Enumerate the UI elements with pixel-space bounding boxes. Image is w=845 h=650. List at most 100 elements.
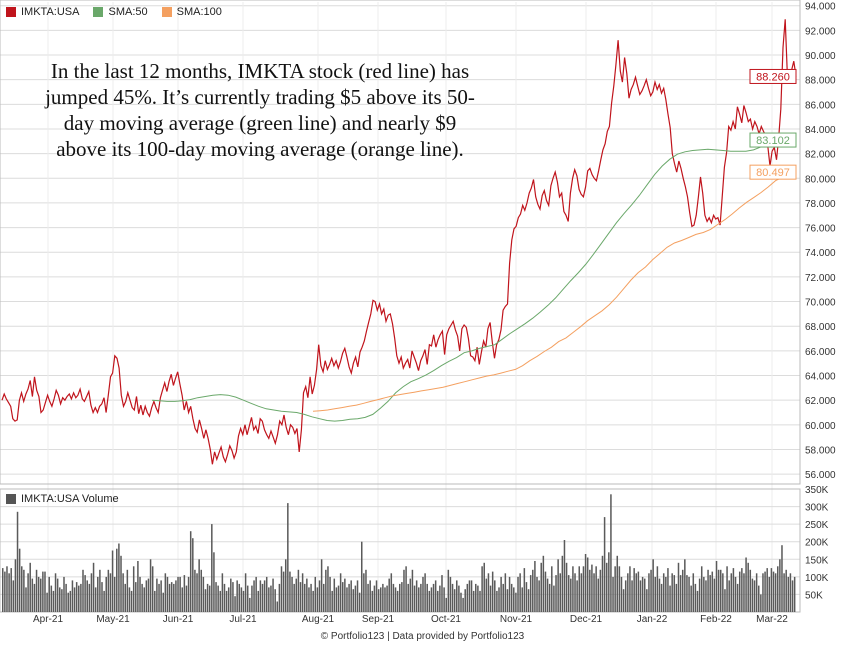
volume-bar (371, 590, 374, 612)
volume-bar (639, 580, 642, 612)
volume-bar (468, 580, 471, 612)
volume-bar (736, 583, 739, 612)
volume-bar (635, 573, 638, 612)
volume-bar (563, 540, 566, 612)
volume-bar (221, 573, 224, 612)
volume-bar (460, 592, 462, 612)
volume-bar (510, 583, 513, 612)
volume-bar (168, 583, 171, 612)
volume-bar (352, 589, 355, 612)
volume-bar (576, 580, 578, 612)
volume-bar (781, 545, 783, 612)
volume-bar (18, 548, 21, 612)
volume-bar (86, 580, 88, 612)
volume-bar (377, 589, 380, 612)
legend-item-sma100[interactable]: SMA:100 (161, 6, 222, 18)
volume-bar (538, 580, 540, 612)
price-y-tick-label: 58.000 (805, 445, 836, 456)
volume-bar (107, 569, 110, 612)
volume-bar (295, 578, 298, 612)
volume-bar (242, 590, 245, 612)
volume-bar (637, 571, 640, 612)
volume-bar (770, 568, 773, 612)
volume-bar (734, 576, 737, 612)
volume-bar (567, 575, 570, 612)
volume-bar (234, 596, 236, 612)
legend-swatch-sma100 (161, 7, 172, 17)
volume-bar (40, 578, 42, 612)
volume-bar (671, 573, 673, 612)
volume-bar (215, 582, 217, 612)
volume-bar (491, 571, 494, 612)
volume-bar (297, 569, 300, 612)
volume-bar (717, 569, 720, 612)
volume-bar (278, 583, 281, 612)
volume-y-tick-label: 150K (805, 555, 829, 566)
volume-bar (244, 573, 247, 612)
volume-bar (479, 590, 481, 612)
volume-bar (441, 575, 443, 612)
volume-bar (99, 569, 101, 612)
volume-bar (97, 576, 99, 612)
volume-bar (523, 568, 526, 612)
volume-bar (741, 568, 743, 612)
volume-bar (310, 583, 312, 612)
volume-bar (192, 538, 194, 612)
volume-bar (403, 569, 405, 612)
volume-bar (487, 573, 490, 612)
volume-bar (462, 597, 464, 612)
volume-bar (424, 573, 426, 612)
volume-bar (652, 559, 654, 612)
volume-bar (390, 573, 393, 612)
volume-bar (206, 583, 209, 612)
volume-bar (322, 583, 325, 612)
volume-y-tick-label: 300K (805, 503, 829, 514)
volume-bar (430, 587, 433, 612)
volume-bar (6, 566, 8, 612)
volume-bar (745, 557, 747, 612)
volume-bar (183, 575, 186, 612)
volume-bar (354, 585, 357, 612)
volume-bar (151, 566, 154, 612)
volume-bar (208, 585, 211, 612)
volume-bar (177, 576, 179, 612)
volume-bar (565, 562, 568, 612)
legend-item-price[interactable]: IMKTA:USA (6, 6, 79, 18)
price-y-tick-label: 76.000 (805, 224, 836, 235)
volume-bar (257, 590, 260, 612)
volume-bar (181, 587, 183, 612)
price-y-tick-label: 78.000 (805, 199, 836, 210)
volume-bar (553, 585, 555, 612)
volume-bar (94, 587, 97, 612)
volume-bar (382, 583, 384, 612)
volume-bar (116, 548, 118, 612)
legend-item-sma50[interactable]: SMA:50 (93, 6, 148, 18)
volume-bar (358, 592, 361, 612)
volume-bar (536, 576, 538, 612)
volume-bar (48, 576, 50, 612)
volume-bar (629, 566, 631, 612)
volume-bar (793, 576, 796, 612)
volume-bar (312, 590, 314, 612)
volume-bar (485, 578, 488, 612)
volume-bar (219, 590, 222, 612)
volume-bar (21, 566, 23, 612)
volume-y-tick-label: 350K (805, 485, 829, 496)
volume-bar (506, 589, 509, 612)
volume-bar (337, 585, 340, 612)
volume-bar (772, 571, 775, 612)
price-y-tick-label: 92.000 (805, 26, 836, 37)
volume-bar (253, 580, 255, 612)
volume-bar (574, 573, 576, 612)
volume-bar (346, 587, 348, 612)
volume-bar (52, 590, 55, 612)
volume-bar (84, 575, 86, 612)
volume-bar (559, 573, 561, 612)
volume-bar (413, 585, 416, 612)
volume-bar (458, 585, 460, 612)
volume-bar (189, 531, 192, 612)
volume-bar (59, 587, 61, 612)
volume-y-axis: 50K 100K 150K 200K 250K 300K 350K (805, 485, 829, 601)
volume-bar (301, 573, 304, 612)
volume-bar (61, 589, 63, 612)
